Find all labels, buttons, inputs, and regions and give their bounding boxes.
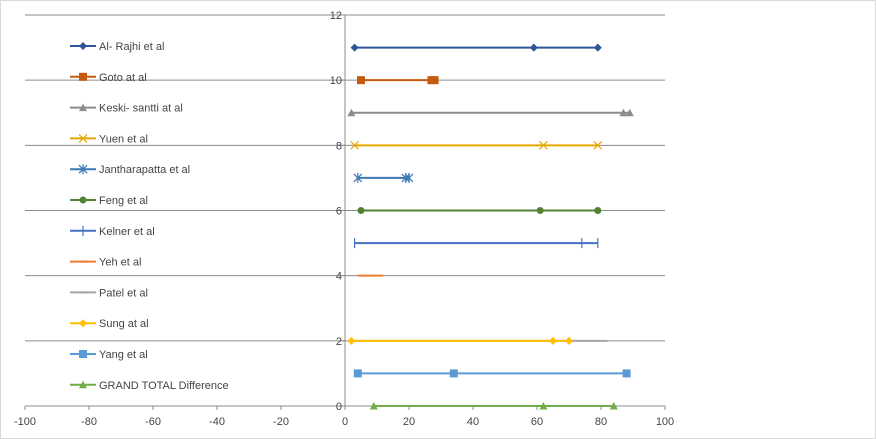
series-0 xyxy=(350,43,602,52)
legend-entry: Yuen et al xyxy=(70,133,148,145)
x-tick-label: 100 xyxy=(656,416,674,428)
legend-marker xyxy=(79,72,87,81)
legend-label: Jantharapatta et al xyxy=(99,164,190,176)
legend-label: Goto at al xyxy=(99,72,147,84)
legend-label: Patel et al xyxy=(99,287,148,299)
legend-label: Kelner et al xyxy=(99,226,155,238)
legend-label: Sung at al xyxy=(99,318,149,330)
x-tick-label: 60 xyxy=(531,416,543,428)
legend-marker xyxy=(78,133,88,143)
x-tick-labels: -100 -80 -60 -40 -20 0 20 40 60 80 100 xyxy=(14,416,674,428)
x-tick-label: 0 xyxy=(342,416,348,428)
data-point xyxy=(430,76,439,85)
y-tick-label: 6 xyxy=(336,206,342,218)
data-point xyxy=(625,108,634,117)
legend-marker xyxy=(79,196,87,204)
x-tick-label: -40 xyxy=(209,416,225,428)
data-point xyxy=(347,336,356,345)
data-point xyxy=(593,140,603,150)
series-6 xyxy=(354,238,599,249)
legend-marker xyxy=(79,319,87,328)
legend-label: Keski- santti at al xyxy=(99,103,183,115)
legend-label: Yeh et al xyxy=(99,257,141,269)
legend-marker xyxy=(78,164,88,175)
data-point xyxy=(619,108,628,117)
legend-marker xyxy=(79,42,87,50)
data-point xyxy=(536,207,544,214)
series-3 xyxy=(350,140,603,150)
series-4 xyxy=(353,172,414,183)
data-point xyxy=(622,369,631,378)
x-tick-label: 40 xyxy=(467,416,479,428)
x-tick-label: 20 xyxy=(403,416,415,428)
data-point xyxy=(369,402,378,410)
data-point xyxy=(538,140,548,150)
legend-entry: Feng et al xyxy=(70,195,148,207)
y-tick-label: 0 xyxy=(336,401,342,413)
data-point xyxy=(357,207,365,214)
legend-entry: Kelner et al xyxy=(70,225,155,238)
data-point xyxy=(565,336,573,345)
x-tick-label: -80 xyxy=(81,416,97,428)
y-tick-label: 12 xyxy=(330,10,342,22)
data-point xyxy=(357,76,365,85)
data-point xyxy=(350,140,360,150)
x-tick-label: -60 xyxy=(145,416,161,428)
series-11 xyxy=(369,402,618,410)
legend: Al- Rajhi et al Goto at al Keski- santti a… xyxy=(70,41,229,392)
legend-label: Feng et al xyxy=(99,195,148,207)
data-point xyxy=(594,207,602,214)
axes xyxy=(24,14,666,410)
x-tick-label: 80 xyxy=(595,416,607,428)
data-point xyxy=(353,172,363,183)
legend-entry: Keski- santti at al xyxy=(70,103,183,115)
data-point xyxy=(539,402,548,410)
y-tick-labels: 0 2 4 6 8 10 12 xyxy=(330,10,342,413)
x-tick-label: -100 xyxy=(14,416,36,428)
legend-label: GRAND TOTAL Difference xyxy=(99,380,229,392)
legend-entry: Goto at al xyxy=(70,72,147,84)
y-tick-label: 4 xyxy=(336,271,342,283)
legend-marker xyxy=(79,380,87,389)
legend-entry: GRAND TOTAL Difference xyxy=(70,380,229,392)
data-point xyxy=(353,369,362,378)
data-point xyxy=(449,369,458,378)
x-tick-label: -20 xyxy=(273,416,289,428)
legend-entry: Yang et al xyxy=(70,349,148,361)
legend-entry: Sung at al xyxy=(70,318,149,330)
series-group xyxy=(347,43,634,410)
legend-label: Yuen et al xyxy=(99,133,148,145)
data-point xyxy=(350,43,359,52)
series-5 xyxy=(357,207,602,214)
legend-label: Yang et al xyxy=(99,349,148,361)
series-10 xyxy=(353,369,631,378)
data-point xyxy=(347,108,356,117)
series-2 xyxy=(347,108,634,117)
data-point xyxy=(529,43,538,52)
data-point xyxy=(549,336,557,345)
legend-entry: Jantharapatta et al xyxy=(70,164,190,176)
y-tick-label: 2 xyxy=(336,336,342,348)
series-1 xyxy=(357,76,439,85)
legend-marker xyxy=(79,350,87,358)
y-tick-label: 10 xyxy=(330,75,342,87)
data-point xyxy=(404,172,414,183)
data-point xyxy=(609,402,618,410)
legend-entry: Yeh et al xyxy=(70,257,141,269)
legend-entry: Al- Rajhi et al xyxy=(70,41,164,53)
series-9 xyxy=(347,336,573,345)
data-point xyxy=(593,43,602,52)
legend-entry: Patel et al xyxy=(70,287,148,299)
legend-marker xyxy=(79,103,87,112)
legend-label: Al- Rajhi et al xyxy=(99,41,164,53)
y-tick-label: 8 xyxy=(336,140,342,152)
